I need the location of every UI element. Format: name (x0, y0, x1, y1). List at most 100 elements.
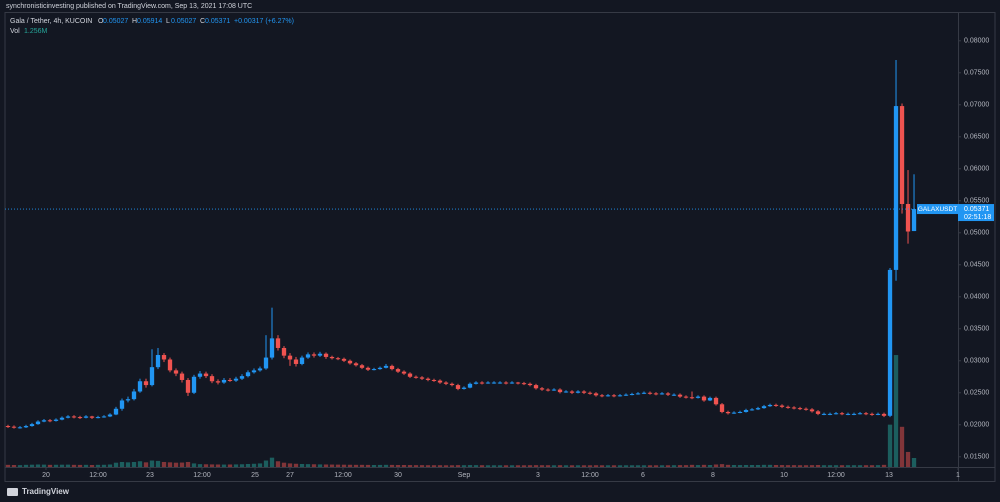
candle-body (515, 382, 521, 384)
candle-body (443, 382, 449, 384)
volume-bar (317, 464, 323, 467)
volume-bar (371, 464, 377, 467)
x-tick-label: 20 (42, 472, 50, 479)
volume-bar (389, 464, 395, 467)
candle-body (257, 368, 263, 371)
candle-body (305, 354, 311, 358)
candle-body (845, 413, 851, 415)
candle-body (71, 416, 77, 418)
candle-body (227, 379, 233, 381)
volume-bar (479, 465, 485, 467)
candle-body (539, 388, 545, 390)
ohlc-label: C (200, 18, 205, 25)
candle-body (47, 420, 53, 422)
candle-body (911, 209, 917, 232)
candle-body (833, 413, 839, 415)
volume-bar (521, 465, 527, 467)
candle-body (629, 394, 635, 396)
volume-bar (71, 464, 77, 467)
candle-body (161, 355, 167, 360)
candle-body (191, 376, 197, 393)
candle-body (17, 427, 23, 429)
candle-body (719, 404, 725, 412)
candle-body (881, 413, 887, 416)
ohlc-label: L (166, 18, 170, 25)
volume-bar (245, 463, 251, 467)
candle-body (53, 419, 59, 421)
candle-body (575, 391, 581, 393)
volume-bar (293, 463, 299, 467)
volume-bar (161, 461, 167, 467)
volume-bar (779, 465, 785, 467)
candle-body (737, 411, 743, 413)
candle-body (395, 369, 401, 372)
volume-bar (419, 465, 425, 467)
candle-body (335, 358, 341, 360)
volume-bar (167, 462, 173, 467)
y-tick-label: 0.04000 (964, 294, 989, 301)
volume-bar (863, 465, 869, 467)
candle-body (341, 358, 347, 361)
candle-body (251, 370, 257, 373)
volume-bar (869, 465, 875, 467)
candle-body (551, 389, 557, 391)
volume-bar (209, 464, 215, 467)
volume-bar (767, 464, 773, 467)
x-tick-label: 27 (286, 472, 294, 479)
candle-body (599, 395, 605, 397)
candle-body (203, 373, 209, 377)
volume-bar (695, 465, 701, 467)
x-tick-label: 3 (536, 472, 540, 479)
volume-bar (509, 465, 515, 467)
candle-body (221, 379, 227, 383)
volume-bar (563, 465, 569, 467)
candle-body (359, 365, 365, 368)
volume-bar (701, 464, 707, 467)
candle-body (125, 399, 131, 401)
volume-bar (731, 464, 737, 467)
candle-body (83, 416, 89, 418)
volume-bar (323, 464, 329, 467)
candle-body (527, 383, 533, 386)
candle-body (563, 391, 569, 393)
volume-bar (311, 464, 317, 467)
candle-body (503, 382, 509, 384)
volume-bar (809, 465, 815, 467)
y-tick-label: 0.05000 (964, 230, 989, 237)
volume-bar (899, 426, 905, 467)
y-tick-label: 0.05500 (964, 198, 989, 205)
ohlc-value: 0.05371 (205, 18, 230, 25)
volume-bar (689, 464, 695, 467)
ticker-tag (917, 204, 958, 215)
volume-bar (851, 465, 857, 467)
volume-bar (491, 465, 497, 467)
price-tag-value: 0.05371 (964, 206, 989, 213)
volume-bar (743, 464, 749, 467)
candle-body (659, 393, 665, 395)
volume-bar (215, 464, 221, 467)
volume-bar (539, 465, 545, 467)
volume-bar (503, 465, 509, 467)
candle-body (905, 203, 911, 232)
volume-bar (125, 462, 131, 467)
y-tick-label: 0.07000 (964, 102, 989, 109)
candle-body (155, 355, 161, 368)
volume-bar (449, 465, 455, 467)
candle-body (311, 354, 317, 356)
x-tick-label: 12:00 (89, 472, 107, 479)
volume-bar (749, 464, 755, 467)
volume-bar (635, 465, 641, 467)
y-tick-label: 0.06500 (964, 134, 989, 141)
candle-body (839, 413, 845, 415)
candle-body (707, 397, 713, 401)
candle-body (353, 363, 359, 366)
volume-bar (761, 464, 767, 467)
candle-body (623, 394, 629, 396)
candle-body (803, 408, 809, 410)
volume-bar (569, 465, 575, 467)
y-tick-label: 0.01500 (964, 454, 989, 461)
x-tick-label: 12:00 (581, 472, 599, 479)
volume-bar (11, 464, 17, 467)
volume-bar (53, 464, 59, 467)
